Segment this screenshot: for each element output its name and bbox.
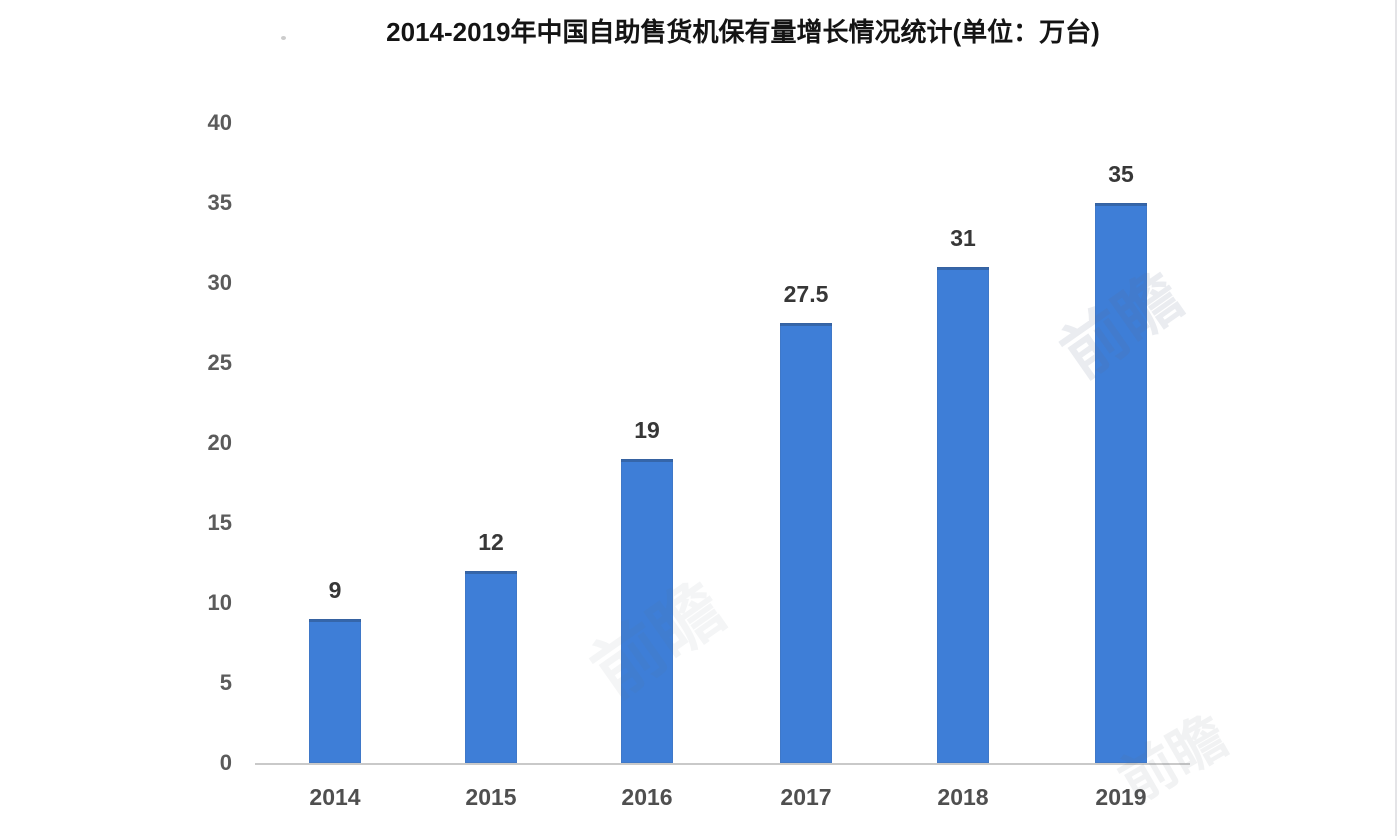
chart-title: 2014-2019年中国自助售货机保有量增长情况统计(单位：万台) bbox=[386, 17, 1100, 47]
y-tick-label-40: 40 bbox=[207, 110, 232, 135]
y-tick-label-15: 15 bbox=[207, 510, 232, 535]
y-tick-label-10: 10 bbox=[207, 590, 232, 615]
bar-2015 bbox=[465, 571, 517, 763]
y-tick-label-5: 5 bbox=[219, 670, 232, 695]
bar-value-label-2015: 12 bbox=[478, 529, 504, 555]
bar-2018 bbox=[937, 267, 989, 763]
bar-2017 bbox=[780, 323, 832, 763]
x-axis-line bbox=[255, 763, 1190, 765]
bar-2014 bbox=[309, 619, 361, 763]
bar-value-label-2018: 31 bbox=[950, 225, 976, 251]
y-tick-label-0: 0 bbox=[219, 750, 232, 775]
x-tick-label-2016: 2016 bbox=[621, 784, 673, 810]
artifact-dot bbox=[281, 36, 286, 40]
bar-2019 bbox=[1095, 203, 1147, 763]
y-tick-label-35: 35 bbox=[207, 190, 232, 215]
bar-value-label-2019: 35 bbox=[1108, 161, 1134, 187]
y-tick-label-25: 25 bbox=[207, 350, 232, 375]
bar-value-label-2017: 27.5 bbox=[783, 281, 829, 307]
x-tick-label-2015: 2015 bbox=[465, 784, 517, 810]
bar-2016 bbox=[621, 459, 673, 763]
x-tick-label-2018: 2018 bbox=[937, 784, 989, 810]
x-tick-label-2019: 2019 bbox=[1095, 784, 1147, 810]
y-tick-label-30: 30 bbox=[207, 270, 232, 295]
x-tick-label-2014: 2014 bbox=[309, 784, 361, 810]
bar-value-label-2016: 19 bbox=[634, 417, 660, 443]
right-edge-line bbox=[1395, 0, 1397, 836]
x-tick-label-2017: 2017 bbox=[780, 784, 832, 810]
y-tick-label-20: 20 bbox=[207, 430, 232, 455]
bar-value-label-2014: 9 bbox=[328, 577, 342, 603]
